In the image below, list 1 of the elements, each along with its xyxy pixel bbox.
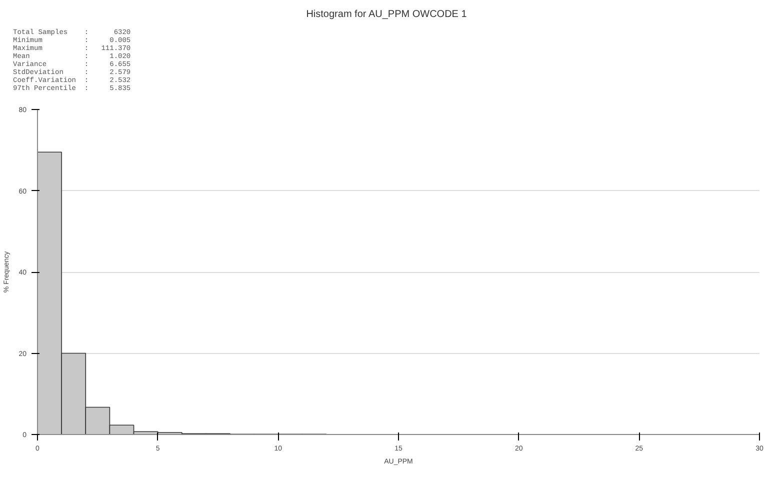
chart-title: Histogram for AU_PPM OWCODE 1 (305, 9, 468, 20)
